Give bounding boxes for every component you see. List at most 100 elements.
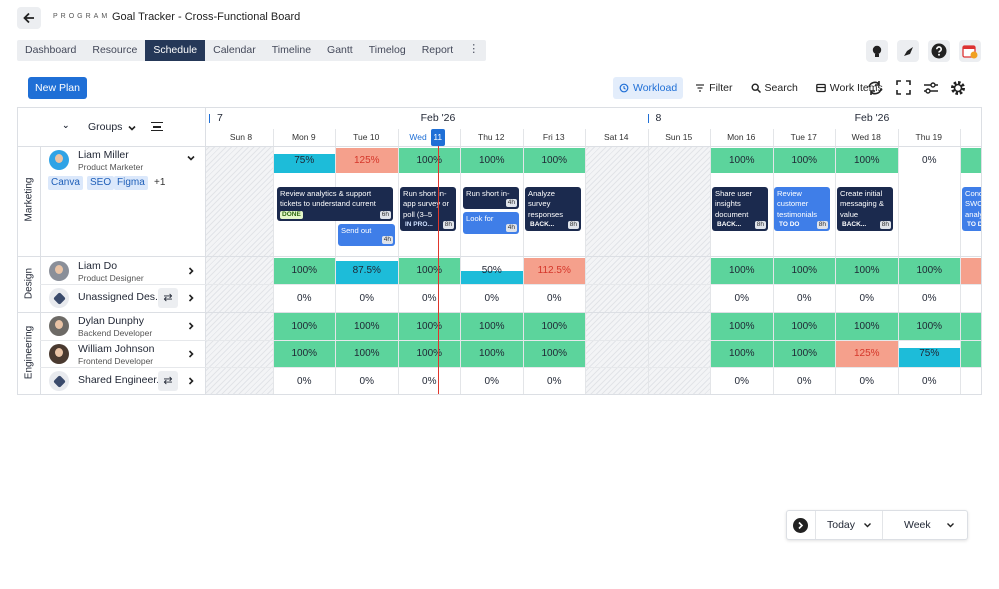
launch-button[interactable] xyxy=(897,40,919,62)
task-status: IN PRO... xyxy=(405,221,433,228)
today-line xyxy=(437,146,439,394)
toolbar-button[interactable]: Search xyxy=(745,77,804,99)
workload-fill xyxy=(523,148,585,173)
workload-fill xyxy=(898,313,960,340)
workload-label: 100% xyxy=(853,154,880,166)
gear-icon[interactable] xyxy=(951,81,965,95)
task-card[interactable]: Create initial messaging & value BACK... 8… xyxy=(837,187,893,231)
help-button[interactable] xyxy=(928,40,950,62)
workload-fill xyxy=(461,341,523,367)
workload-fill xyxy=(898,258,960,284)
chevron-icon[interactable] xyxy=(187,349,195,358)
task-card[interactable]: Review analytics & support tickets to un… xyxy=(277,187,393,221)
task-card[interactable]: Review customer testimonials TO DO 8h xyxy=(774,187,830,231)
tab[interactable]: Resource xyxy=(92,44,138,56)
day-label: Sun 8 xyxy=(229,132,253,142)
tab[interactable]: Schedule xyxy=(145,40,206,61)
task-hours: 8h xyxy=(754,221,766,229)
schedule-board: ⌄ Groups 7 Feb '26 8 Feb '26 Sun 8 Mon 9 Tue 10 W… xyxy=(17,107,982,395)
chevron-icon[interactable] xyxy=(187,154,195,162)
workload-fill xyxy=(836,148,898,173)
task-card[interactable]: Look for trends in 4h xyxy=(463,212,519,234)
week-month: Feb '26 xyxy=(420,112,456,124)
task-title: Review customer testimonials xyxy=(777,189,818,219)
workload-label: 100% xyxy=(541,348,568,359)
task-card[interactable]: Send out surveys to 4h xyxy=(338,224,395,246)
task-card[interactable]: Share user insights document BACK... 8h xyxy=(712,187,768,231)
workload-fill xyxy=(461,148,523,173)
workload-fill xyxy=(961,341,981,367)
workload-fill xyxy=(461,271,523,284)
fullscreen-icon[interactable] xyxy=(896,80,911,95)
tab[interactable]: Calendar xyxy=(213,44,256,56)
more-tabs[interactable]: ⋮ xyxy=(468,43,480,55)
day-label: Tue 17 xyxy=(790,132,817,142)
column-divider xyxy=(335,129,336,394)
workload-label: 100% xyxy=(478,154,505,166)
tab[interactable]: Timelog xyxy=(368,44,406,56)
workload-label: 100% xyxy=(353,320,380,332)
back-button[interactable] xyxy=(17,7,41,29)
task-title: Send out surveys to xyxy=(341,226,372,235)
tab[interactable]: Gantt xyxy=(327,44,353,56)
groups-label[interactable]: Groups xyxy=(88,121,123,133)
puzzle-icon xyxy=(52,374,66,388)
reassign-button[interactable]: ⇄ xyxy=(158,371,178,391)
workload-label: 0% xyxy=(922,292,937,304)
tab-bar: Dashboard Resource Schedule Calendar Timelin… xyxy=(17,40,487,61)
ideas-button[interactable] xyxy=(866,40,888,62)
tab[interactable]: Timeline xyxy=(271,44,312,56)
action-label: Search xyxy=(764,82,798,94)
workload-label: 0% xyxy=(359,292,374,304)
workload-label: 100% xyxy=(291,265,318,276)
bulb-icon xyxy=(872,45,882,57)
workload-label: 100% xyxy=(478,320,505,332)
workload-label: 100% xyxy=(853,320,880,332)
sort-icon[interactable] xyxy=(151,122,163,131)
toolbar-actions: Workload Filter Search Work Items xyxy=(613,77,889,99)
task-card[interactable]: Analyze survey responses BACK... 8h xyxy=(525,187,581,231)
view-selector[interactable]: Week xyxy=(883,511,967,539)
workload-fill xyxy=(773,341,835,367)
member-name: Liam Do xyxy=(78,260,118,272)
calendar-button[interactable] xyxy=(959,40,981,62)
chevron-icon[interactable] xyxy=(187,322,195,330)
next-icon[interactable] xyxy=(793,518,808,533)
reassign-button[interactable]: ⇄ xyxy=(158,288,178,308)
task-card[interactable]: Run short in-app survey or poll (3–5 IN P… xyxy=(400,187,456,231)
tab[interactable]: Dashboard xyxy=(25,44,77,56)
task-title: Run short in-app survey xyxy=(466,189,510,198)
workload-label: 0% xyxy=(922,154,937,166)
day-label: F xyxy=(961,132,981,142)
chevron-icon[interactable] xyxy=(128,124,136,132)
workload-label: 0% xyxy=(797,292,812,304)
toolbar-button[interactable]: Filter xyxy=(689,77,738,99)
row-divider xyxy=(40,340,981,341)
collapse-all[interactable]: ⌄ xyxy=(62,120,70,130)
workload-label: 87.5% xyxy=(352,265,381,276)
day-label: Wed xyxy=(409,132,427,142)
workload-label: 100% xyxy=(916,265,943,276)
new-plan-button[interactable]: New Plan xyxy=(28,77,87,99)
skill-tag: SEO xyxy=(87,176,115,190)
shared-avatar xyxy=(49,288,69,308)
chevron-icon[interactable] xyxy=(187,266,195,275)
chevron-icon[interactable] xyxy=(187,377,195,385)
row-divider xyxy=(40,367,981,368)
week-marker xyxy=(209,114,210,123)
chevron-icon[interactable] xyxy=(187,294,195,302)
workload-label: 125% xyxy=(853,348,880,359)
today-button[interactable]: Today xyxy=(815,511,883,539)
task-hours: 6h xyxy=(379,211,391,219)
task-card[interactable]: Run short in-app survey4h xyxy=(463,187,519,209)
refresh-icon[interactable] xyxy=(868,81,882,95)
workload-label: 75% xyxy=(294,154,315,166)
toolbar-button[interactable]: Workload xyxy=(613,77,684,99)
row-divider xyxy=(40,284,981,285)
member-name: Dylan Dunphy xyxy=(78,315,144,327)
workload-label: 0% xyxy=(297,292,312,304)
tab[interactable]: Report xyxy=(421,44,454,56)
day-label: Fri 13 xyxy=(542,132,565,142)
settings-sliders-icon[interactable] xyxy=(924,82,938,94)
